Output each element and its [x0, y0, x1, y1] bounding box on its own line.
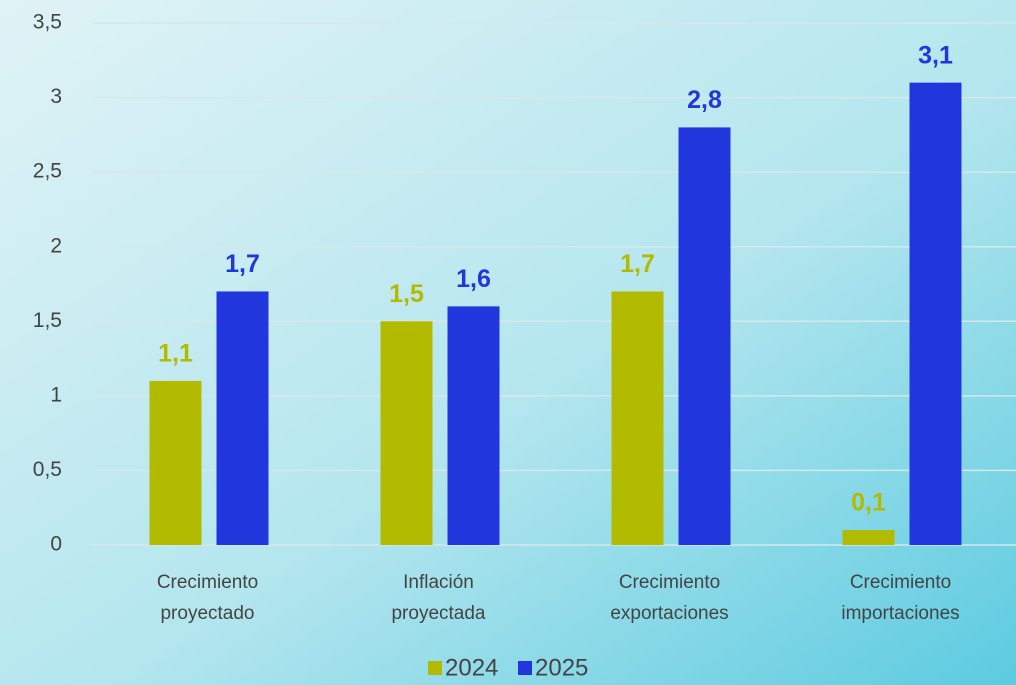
x-tick-label: Crecimiento importaciones [841, 572, 959, 624]
data-label: 0,1 [851, 489, 886, 517]
x-tick-label: Crecimiento exportaciones [610, 572, 728, 624]
bar [611, 291, 664, 545]
y-tick-label: 3,5 [33, 11, 62, 34]
data-label: 3,1 [918, 41, 953, 69]
legend-swatch [518, 661, 532, 675]
data-label: 2,8 [687, 86, 722, 114]
x-tick-label: Inflación proyectada [391, 572, 485, 624]
data-label: 1,7 [225, 250, 260, 278]
bar [909, 82, 962, 546]
bar [149, 380, 202, 545]
y-tick-label: 0 [50, 533, 62, 556]
y-tick-label: 0,5 [33, 458, 62, 481]
legend-swatch [428, 661, 442, 675]
y-tick-label: 1 [50, 383, 62, 406]
data-label: 1,1 [158, 340, 193, 368]
y-tick-label: 3 [50, 85, 62, 108]
data-label: 1,5 [389, 280, 424, 308]
bar [447, 306, 500, 545]
bar [842, 530, 895, 545]
y-tick-label: 1,5 [33, 309, 62, 332]
legend-label: 2024 [445, 654, 498, 681]
data-label: 1,7 [620, 250, 655, 278]
legend-label: 2025 [535, 654, 588, 681]
bar [380, 321, 433, 545]
y-tick-label: 2,5 [33, 160, 62, 183]
bar [216, 291, 269, 545]
y-tick-label: 2 [50, 234, 62, 257]
bar [678, 127, 731, 546]
x-tick-label: Crecimiento proyectado [157, 572, 258, 624]
data-label: 1,6 [456, 265, 491, 293]
